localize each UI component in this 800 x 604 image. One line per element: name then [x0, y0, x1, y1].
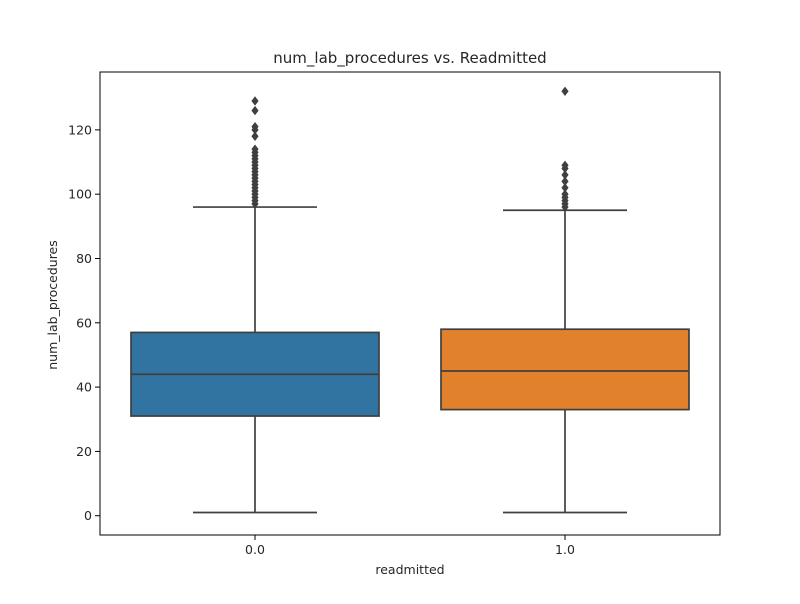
plot-frame: [99, 71, 721, 536]
y-tick-label: 0: [84, 508, 92, 523]
outlier-point: [251, 121, 259, 132]
outlier-point: [561, 189, 569, 199]
outlier-point: [251, 96, 259, 106]
plot-area: 0 20 40 60 80 100 120 0.0 1.0: [68, 71, 721, 557]
y-tick-label: 120: [68, 122, 92, 137]
y-tick-label: 100: [68, 187, 92, 202]
outlier-point: [561, 183, 569, 193]
outlier-point: [251, 144, 259, 154]
outlier-point: [251, 131, 259, 141]
y-tick-label: 20: [76, 444, 92, 459]
outlier-point: [251, 105, 259, 116]
chart-title: num_lab_procedures vs. Readmitted: [273, 49, 546, 68]
y-tick-label: 40: [76, 380, 92, 395]
box-1.0: [440, 328, 690, 411]
outlier-point: [561, 160, 569, 170]
outlier-point: [561, 170, 569, 180]
outlier-point: [561, 176, 569, 186]
outlier-point: [561, 86, 569, 96]
y-tick-label: 60: [76, 315, 92, 330]
x-tick-label: 1.0: [555, 542, 575, 557]
x-axis-label: readmitted: [375, 562, 444, 577]
x-tick-label: 0.0: [245, 542, 265, 557]
y-tick-label: 80: [76, 251, 92, 266]
y-axis-label: num_lab_procedures: [45, 240, 60, 370]
